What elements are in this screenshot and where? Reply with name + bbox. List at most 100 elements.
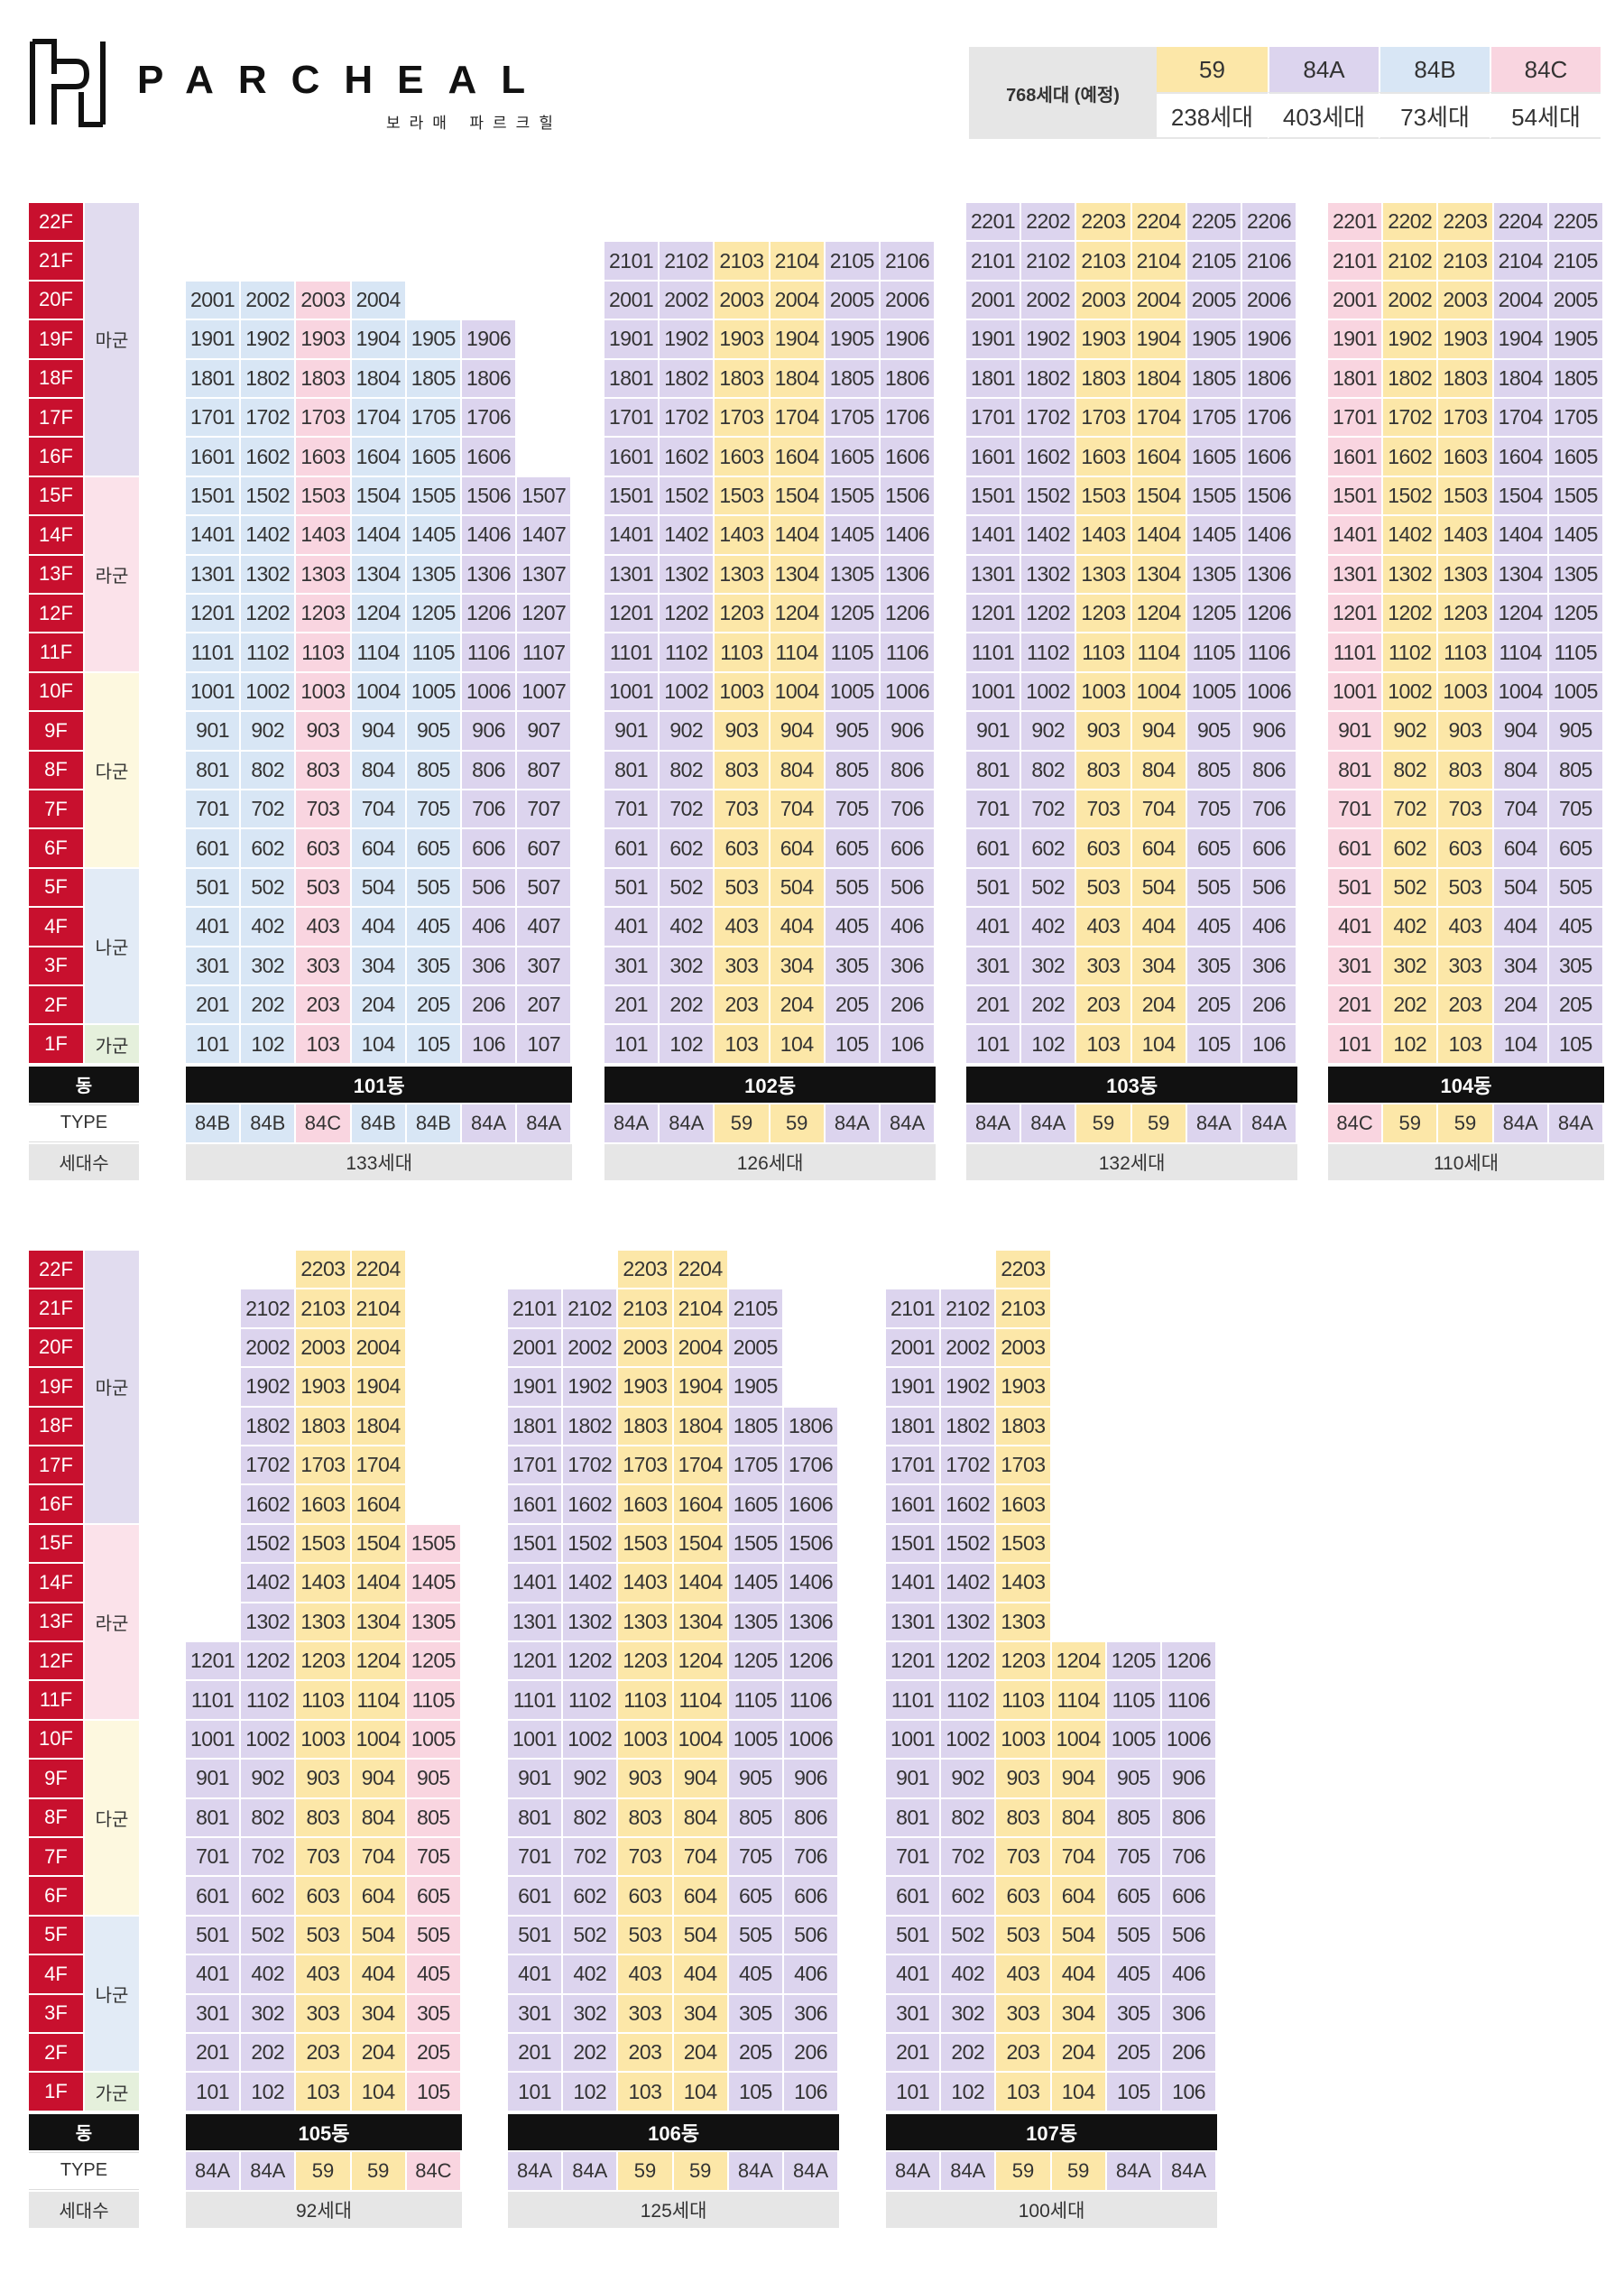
unit-cell: 1101 (886, 1681, 942, 1721)
unit-cell: 1302 (660, 555, 715, 595)
unit-cell: 303 (296, 947, 352, 986)
unit-cell: 905 (406, 712, 462, 752)
unit-cell: 905 (825, 712, 881, 752)
unit-cell: 1302 (241, 555, 297, 595)
floor-group-label: 마군 (85, 1251, 139, 1525)
unit-cell: 1903 (618, 1368, 674, 1408)
unit-cell: 1204 (673, 1642, 729, 1682)
unit-cell: 203 (715, 986, 770, 1026)
unit-cell: 203 (1076, 986, 1132, 1026)
unit-cell: 405 (406, 1955, 462, 1995)
unit-cell: 502 (941, 1916, 997, 1956)
unit-type-cell: 59 (673, 2151, 729, 2190)
unit-cell: 804 (1493, 751, 1549, 790)
unit-cell: 1704 (1493, 399, 1549, 439)
unit-cell: 803 (1076, 751, 1132, 790)
unit-cell: 1405 (406, 1564, 462, 1603)
unit-cell: 2104 (1131, 242, 1187, 282)
unit-cell: 1603 (296, 438, 352, 477)
unit-cell: 2002 (1383, 281, 1439, 321)
unit-cell: 304 (1493, 947, 1549, 986)
unit-cell: 2001 (186, 281, 242, 321)
unit-type-cell: 84B (351, 1104, 407, 1142)
summary-type-count: 54세대 (1490, 92, 1601, 139)
unit-cell: 305 (728, 1994, 784, 2034)
unit-cell: 1401 (966, 516, 1022, 556)
unit-cell: 1702 (563, 1446, 619, 1486)
unit-cell: 306 (1242, 947, 1298, 986)
unit-cell: 1803 (296, 1407, 352, 1446)
unit-cell: 1004 (1131, 672, 1187, 713)
unit-cell: 904 (351, 712, 407, 752)
floor-group-label: 다군 (85, 1720, 139, 1917)
unit-type-cell: 59 (1383, 1104, 1439, 1142)
unit-cell: 1204 (1493, 595, 1549, 634)
unit-cell: 2004 (673, 1328, 729, 1369)
unit-cell: 1402 (1021, 516, 1077, 556)
building-households: 125세대 (508, 2191, 840, 2228)
unit-cell: 1301 (966, 555, 1022, 595)
unit-cell: 1803 (296, 359, 352, 399)
unit-cell: 303 (1076, 947, 1132, 986)
floor-label: 19F (29, 320, 83, 360)
unit-cell: 1603 (618, 1485, 674, 1525)
unit-cell: 804 (673, 1798, 729, 1838)
unit-cell: 302 (241, 1994, 297, 2034)
unit-cell: 1601 (508, 1485, 564, 1525)
unit-cell: 1004 (770, 672, 826, 713)
unit-cell: 1502 (1383, 476, 1439, 517)
unit-cell: 801 (1328, 751, 1384, 790)
unit-cell: 2004 (770, 281, 826, 321)
unit-cell: 903 (296, 1760, 352, 1799)
unit-cell: 203 (296, 986, 352, 1026)
unit-cell: 101 (508, 2073, 564, 2112)
unit-cell: 104 (351, 2073, 407, 2112)
unit-cell: 1005 (406, 672, 462, 713)
unit-cell: 1003 (996, 1720, 1052, 1760)
unit-cell: 1302 (1383, 555, 1439, 595)
unit-cell: 104 (1493, 1025, 1549, 1065)
unit-cell: 305 (406, 947, 462, 986)
unit-cell: 2204 (351, 1251, 407, 1290)
unit-cell: 2205 (1548, 203, 1604, 243)
unit-cell: 905 (1548, 712, 1604, 752)
unit-cell: 1303 (296, 555, 352, 595)
unit-cell: 303 (715, 947, 770, 986)
unit-cell: 906 (881, 712, 937, 752)
unit-cell: 1703 (996, 1446, 1052, 1486)
unit-cell: 502 (660, 868, 715, 909)
unit-cell: 103 (1438, 1025, 1494, 1065)
unit-cell: 101 (604, 1025, 660, 1065)
unit-cell: 1506 (784, 1524, 840, 1565)
unit-cell: 1503 (296, 1524, 352, 1565)
summary-type-name: 84C (1490, 47, 1601, 92)
unit-cell: 903 (996, 1760, 1052, 1799)
unit-cell: 1404 (770, 516, 826, 556)
unit-cell: 1904 (351, 1368, 407, 1408)
unit-cell: 1601 (966, 438, 1022, 477)
unit-cell: 1403 (296, 1564, 352, 1603)
unit-cell: 1903 (296, 320, 352, 360)
summary-type-count: 238세대 (1157, 92, 1268, 139)
unit-cell: 403 (296, 908, 352, 947)
unit-cell: 101 (186, 1025, 242, 1065)
unit-cell: 1203 (1438, 595, 1494, 634)
unit-cell: 206 (881, 986, 937, 1026)
unit-cell: 1102 (941, 1681, 997, 1721)
unit-cell: 1502 (241, 1524, 297, 1565)
unit-cell: 1902 (241, 320, 297, 360)
unit-type-cell: 59 (1051, 2151, 1107, 2190)
unit-cell: 201 (966, 986, 1022, 1026)
unit-cell: 206 (1162, 2034, 1218, 2074)
unit-cell: 806 (1242, 751, 1298, 790)
building-name: 107동 (886, 2113, 1218, 2150)
unit-cell: 204 (351, 2034, 407, 2074)
unit-cell: 504 (351, 1916, 407, 1956)
unit-cell: 103 (296, 1025, 352, 1065)
unit-cell: 304 (1051, 1994, 1107, 2034)
unit-cell: 1207 (517, 595, 573, 634)
floor-label: 14F (29, 1564, 83, 1603)
unit-cell: 303 (996, 1994, 1052, 2034)
unit-cell: 802 (241, 751, 297, 790)
unit-cell: 105 (1106, 2073, 1162, 2112)
